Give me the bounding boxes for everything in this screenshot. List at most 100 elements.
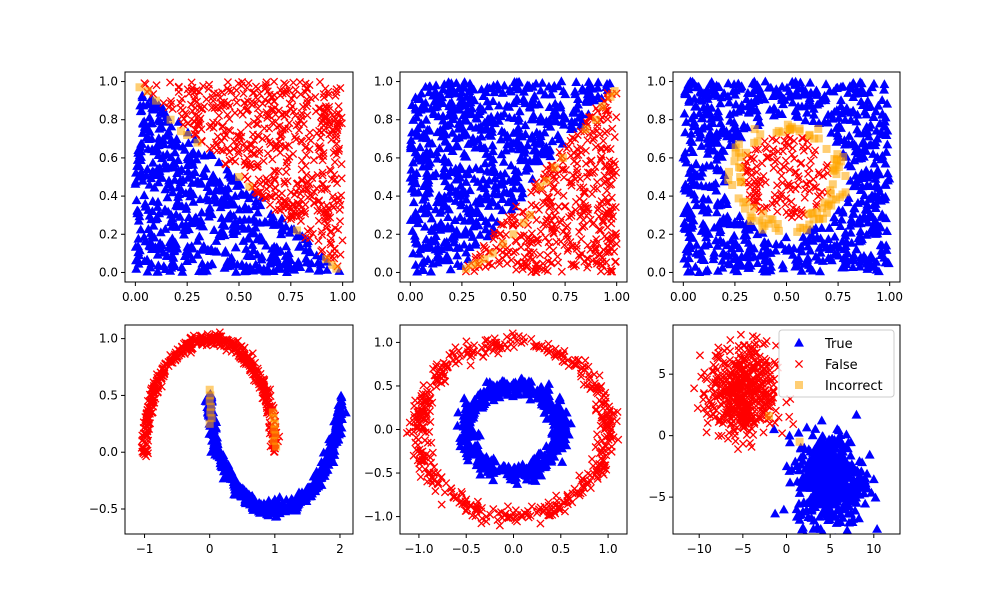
true-point xyxy=(497,205,508,215)
true-point xyxy=(156,122,167,131)
true-point xyxy=(490,180,501,190)
incorrect-point xyxy=(328,260,337,269)
true-point xyxy=(872,165,883,175)
true-point xyxy=(484,469,495,479)
true-point xyxy=(704,229,714,238)
true-point xyxy=(493,200,503,210)
true-point xyxy=(797,101,807,111)
false-point xyxy=(762,203,771,212)
true-point xyxy=(238,236,249,245)
true-point xyxy=(800,237,810,246)
false-point xyxy=(189,331,198,340)
x-tick-label: 0.25 xyxy=(174,290,201,304)
false-point xyxy=(323,220,332,229)
true-point xyxy=(131,195,142,205)
true-point xyxy=(412,266,423,276)
incorrect-point xyxy=(268,408,277,417)
true-point xyxy=(255,200,266,210)
incorrect-point xyxy=(834,162,843,171)
true-point xyxy=(207,428,218,438)
true-point xyxy=(139,232,150,241)
true-point xyxy=(458,97,469,107)
incorrect-point xyxy=(272,442,281,451)
true-point xyxy=(203,207,214,217)
true-point xyxy=(132,161,143,170)
incorrect-point xyxy=(269,436,278,445)
true-point xyxy=(828,86,839,96)
false-point xyxy=(602,234,611,243)
false-point xyxy=(791,184,800,194)
false-point xyxy=(547,258,556,267)
false-point xyxy=(182,339,191,348)
false-point xyxy=(294,126,304,135)
true-point xyxy=(441,241,452,251)
true-point xyxy=(443,212,453,221)
true-point xyxy=(520,120,531,130)
true-point xyxy=(431,80,441,90)
true-point xyxy=(423,175,434,185)
true-point xyxy=(717,262,728,272)
true-point xyxy=(859,190,870,200)
true-point xyxy=(814,98,825,108)
false-point xyxy=(325,119,334,128)
true-point xyxy=(443,77,454,87)
true-point xyxy=(518,86,529,96)
incorrect-point xyxy=(833,150,842,159)
incorrect-point xyxy=(205,397,214,406)
false-point xyxy=(246,140,255,149)
false-point xyxy=(596,155,605,164)
incorrect-point xyxy=(176,127,185,136)
false-point xyxy=(261,179,270,188)
true-point xyxy=(313,265,324,275)
x-tick-label: 0.25 xyxy=(722,290,749,304)
true-point xyxy=(497,376,508,385)
true-point xyxy=(142,266,153,276)
incorrect-point xyxy=(293,226,302,235)
true-point xyxy=(730,85,741,95)
true-point xyxy=(881,130,892,140)
true-point xyxy=(869,158,880,168)
true-point xyxy=(183,138,194,147)
true-point xyxy=(718,213,729,223)
incorrect-point xyxy=(764,219,773,228)
incorrect-point xyxy=(206,402,215,411)
true-point xyxy=(261,240,272,250)
true-point xyxy=(487,195,498,205)
true-point xyxy=(152,202,163,211)
false-point xyxy=(549,246,558,255)
incorrect-point xyxy=(805,220,814,229)
y-tick-label: 0.0 xyxy=(647,265,666,279)
true-point xyxy=(853,128,864,138)
true-point xyxy=(494,100,504,110)
true-point xyxy=(260,500,271,510)
true-point xyxy=(861,109,872,119)
false-point xyxy=(794,175,803,184)
true-point xyxy=(847,262,858,272)
true-point xyxy=(269,219,280,229)
false-point xyxy=(171,355,180,364)
true-point xyxy=(152,266,163,276)
false-point xyxy=(186,100,196,109)
true-point xyxy=(216,213,227,222)
true-point xyxy=(486,130,497,140)
true-point xyxy=(863,131,874,141)
false-point xyxy=(604,209,613,218)
true-point xyxy=(529,90,540,100)
false-point xyxy=(337,160,346,169)
true-point xyxy=(462,432,473,441)
false-point xyxy=(301,143,310,152)
true-point xyxy=(408,197,419,207)
true-point xyxy=(470,394,480,404)
true-point xyxy=(479,399,490,408)
false-point xyxy=(800,193,809,202)
incorrect-point xyxy=(474,258,483,267)
false-point xyxy=(790,136,799,146)
false-point xyxy=(782,194,791,203)
true-point xyxy=(755,248,766,258)
false-point xyxy=(280,177,289,186)
true-point xyxy=(778,263,789,273)
false-point xyxy=(326,228,335,237)
true-point xyxy=(451,78,462,87)
true-point xyxy=(149,182,160,192)
true-point xyxy=(846,237,857,247)
